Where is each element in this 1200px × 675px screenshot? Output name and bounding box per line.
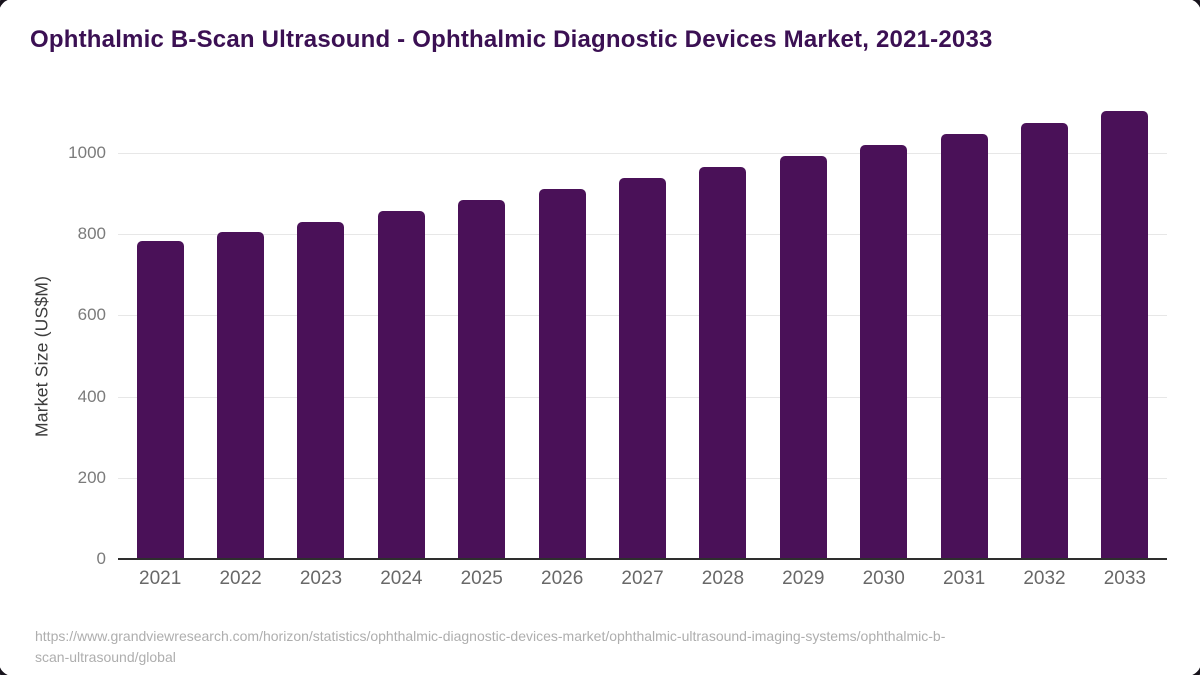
bar-slot-2023 [281,95,361,559]
bar-slot-2032 [1004,95,1084,559]
bar-slot-2026 [522,95,602,559]
bar-slot-2027 [602,95,682,559]
bar-2022 [217,231,265,559]
bar-2024 [377,211,425,559]
x-tick-label-2026: 2026 [541,568,584,589]
bar-2029 [779,156,827,559]
x-tick-label-2033: 2033 [1103,568,1147,589]
x-tick-label-2028: 2028 [701,568,745,589]
x-tick-label-2025: 2025 [460,568,503,589]
gridline-1000 [118,153,1167,154]
x-tick-label-2024: 2024 [380,568,423,589]
y-tick-label-200: 200 [77,467,106,487]
bar-slot-2021 [120,95,200,559]
bar-2032 [1020,122,1068,559]
bar-slot-2029 [763,95,843,559]
x-tick-label-2030: 2030 [862,568,905,589]
y-tick-label-800: 800 [77,224,106,244]
bar-slot-2030 [844,95,924,559]
bar-2026 [538,189,586,559]
x-tick-label-2023: 2023 [299,568,343,589]
bar-slot-2024 [361,95,441,559]
x-tick-label-2029: 2029 [782,568,825,589]
x-axis-line [118,558,1167,560]
bar-slot-2028 [683,95,763,559]
bar-slot-2031 [924,95,1004,559]
bar-2028 [699,167,747,559]
bar-2030 [860,145,908,559]
bar-2031 [940,134,988,559]
bar-series [120,95,1165,559]
x-axis-tick-labels: 2021 2022 2023 2024 2025 2026 2027 2028 2029 2030… [120,568,1165,590]
y-tick-label-0: 0 [96,549,106,568]
y-tick-label-1000: 1000 [68,143,106,162]
bar-2027 [619,178,667,559]
x-tick-label-2021: 2021 [139,568,182,589]
bar-slot-2022 [200,95,280,559]
bar-slot-2025 [442,95,522,559]
bar-2025 [458,199,506,559]
x-tick-label-2031: 2031 [942,568,986,589]
bar-2033 [1101,111,1149,559]
x-tick-label-2027: 2027 [621,568,664,589]
bar-slot-2033 [1085,95,1165,559]
x-tick-label-2032: 2032 [1023,568,1066,589]
bar-2021 [136,241,184,559]
y-axis-title: Market Size (US$M) [31,275,52,437]
y-tick-label-400: 400 [77,386,106,406]
bar-2023 [297,222,345,559]
chart-title: Ophthalmic B-Scan Ultrasound - Ophthalmi… [30,26,993,53]
y-tick-label-600: 600 [77,305,106,325]
source-url: https://www.grandviewresearch.com/horizo… [35,628,946,665]
x-tick-label-2022: 2022 [219,568,262,589]
